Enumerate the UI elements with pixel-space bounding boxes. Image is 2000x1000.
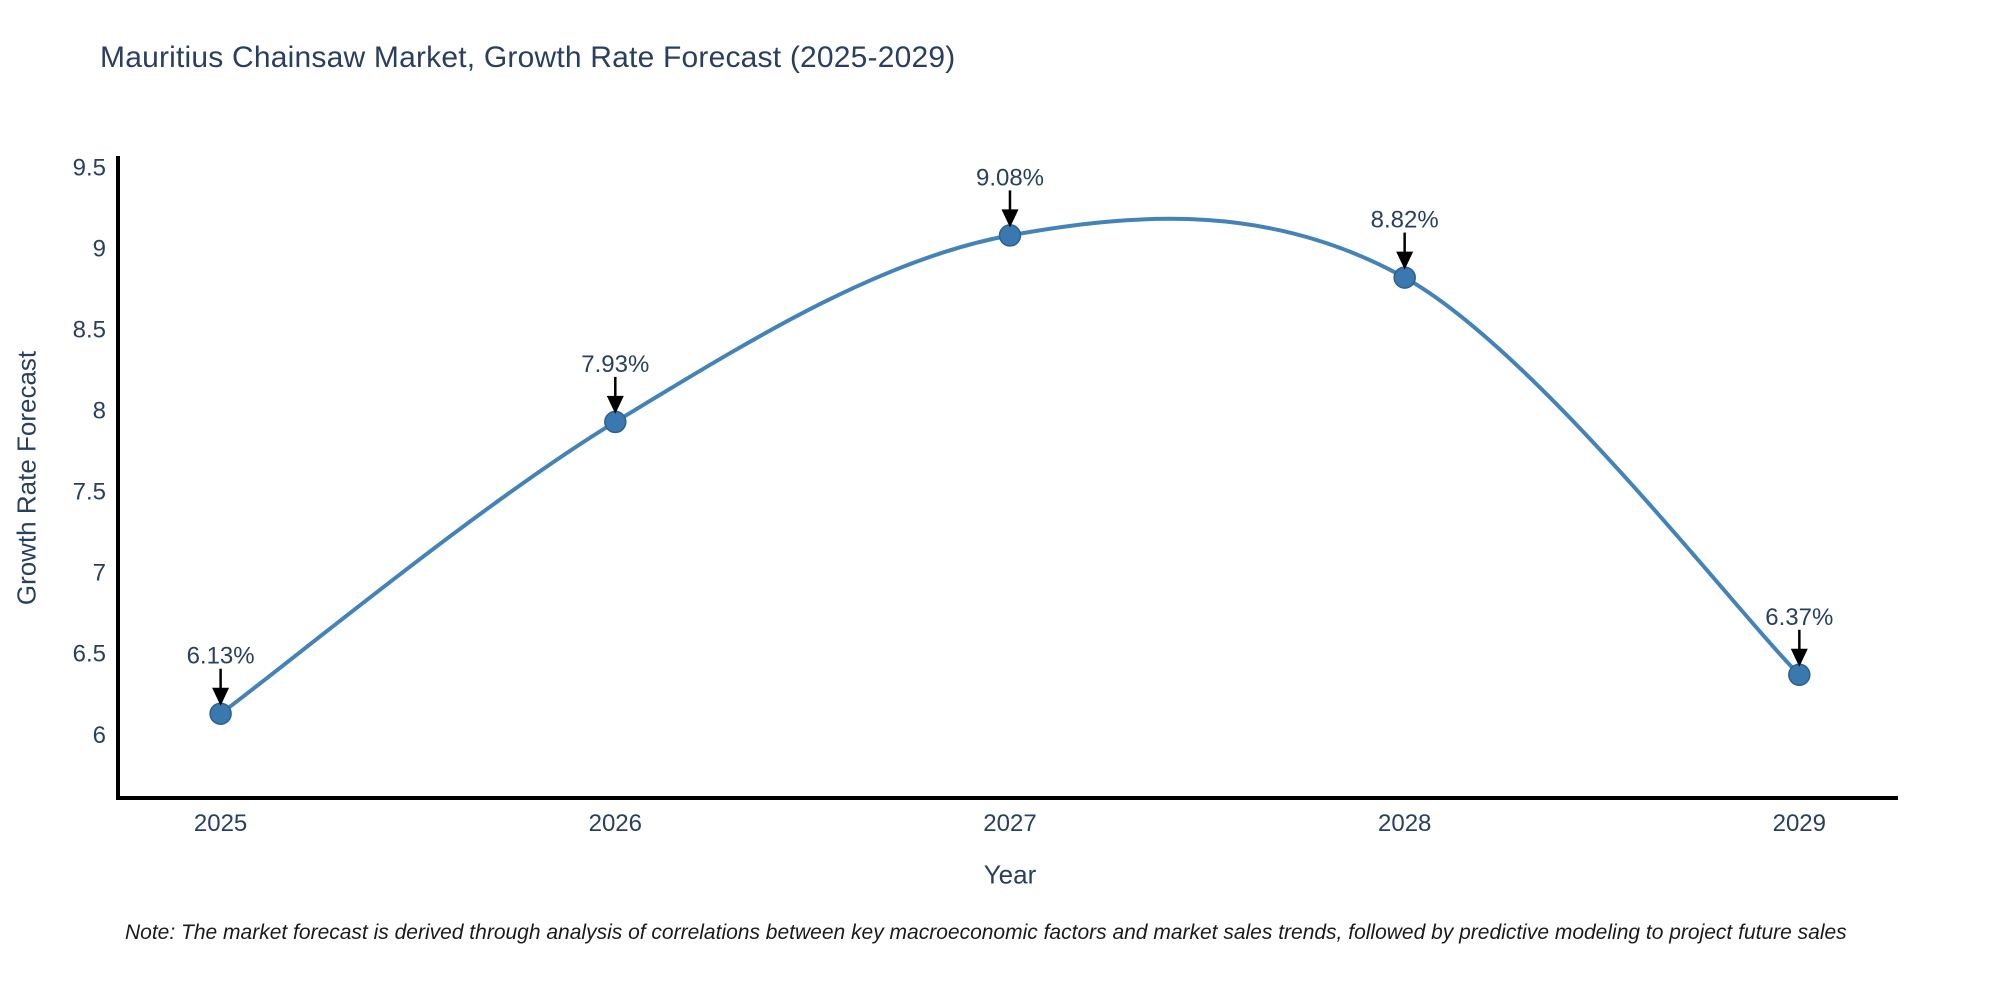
- series-line: [218, 216, 1802, 716]
- y-tick-label: 6: [93, 722, 106, 749]
- y-tick-label: 9.5: [73, 154, 106, 181]
- annotation-label: 7.93%: [581, 351, 649, 378]
- annotation-arrow-head-icon: [1396, 251, 1414, 270]
- data-point-2028: [1393, 266, 1416, 289]
- x-tick-label: 2027: [983, 810, 1036, 837]
- x-tick-label: 2026: [589, 810, 642, 837]
- annotation-arrow-head-icon: [606, 395, 624, 414]
- data-point-2029: [1788, 663, 1811, 687]
- y-tick-label: 7: [93, 560, 106, 587]
- y-tick-label: 9: [93, 235, 106, 262]
- annotation-label: 9.08%: [976, 164, 1044, 191]
- footnote: Note: The market forecast is derived thr…: [125, 921, 1847, 944]
- data-point-2027: [998, 224, 1022, 247]
- x-tick-label: 2028: [1378, 810, 1431, 837]
- x-tick-label: 2029: [1773, 810, 1826, 837]
- chart-title: Mauritius Chainsaw Market, Growth Rate F…: [100, 41, 956, 74]
- y-tick-label: 7.5: [73, 479, 106, 506]
- y-tick-label: 6.5: [73, 641, 106, 668]
- annotation-arrow-head-icon: [1790, 648, 1808, 667]
- annotation-label: 6.37%: [1765, 604, 1833, 631]
- data-point-2025: [209, 702, 232, 725]
- annotation-label: 8.82%: [1371, 207, 1439, 234]
- x-tick-label: 2025: [194, 810, 247, 837]
- x-axis-title: Year: [983, 859, 1037, 890]
- annotation-label: 6.13%: [187, 643, 255, 670]
- data-point-2026: [604, 410, 627, 434]
- annotation-arrow-head-icon: [1001, 209, 1019, 228]
- annotation-arrow-head-icon: [212, 687, 230, 706]
- y-tick-label: 8: [93, 398, 106, 425]
- y-tick-label: 8.5: [73, 317, 106, 344]
